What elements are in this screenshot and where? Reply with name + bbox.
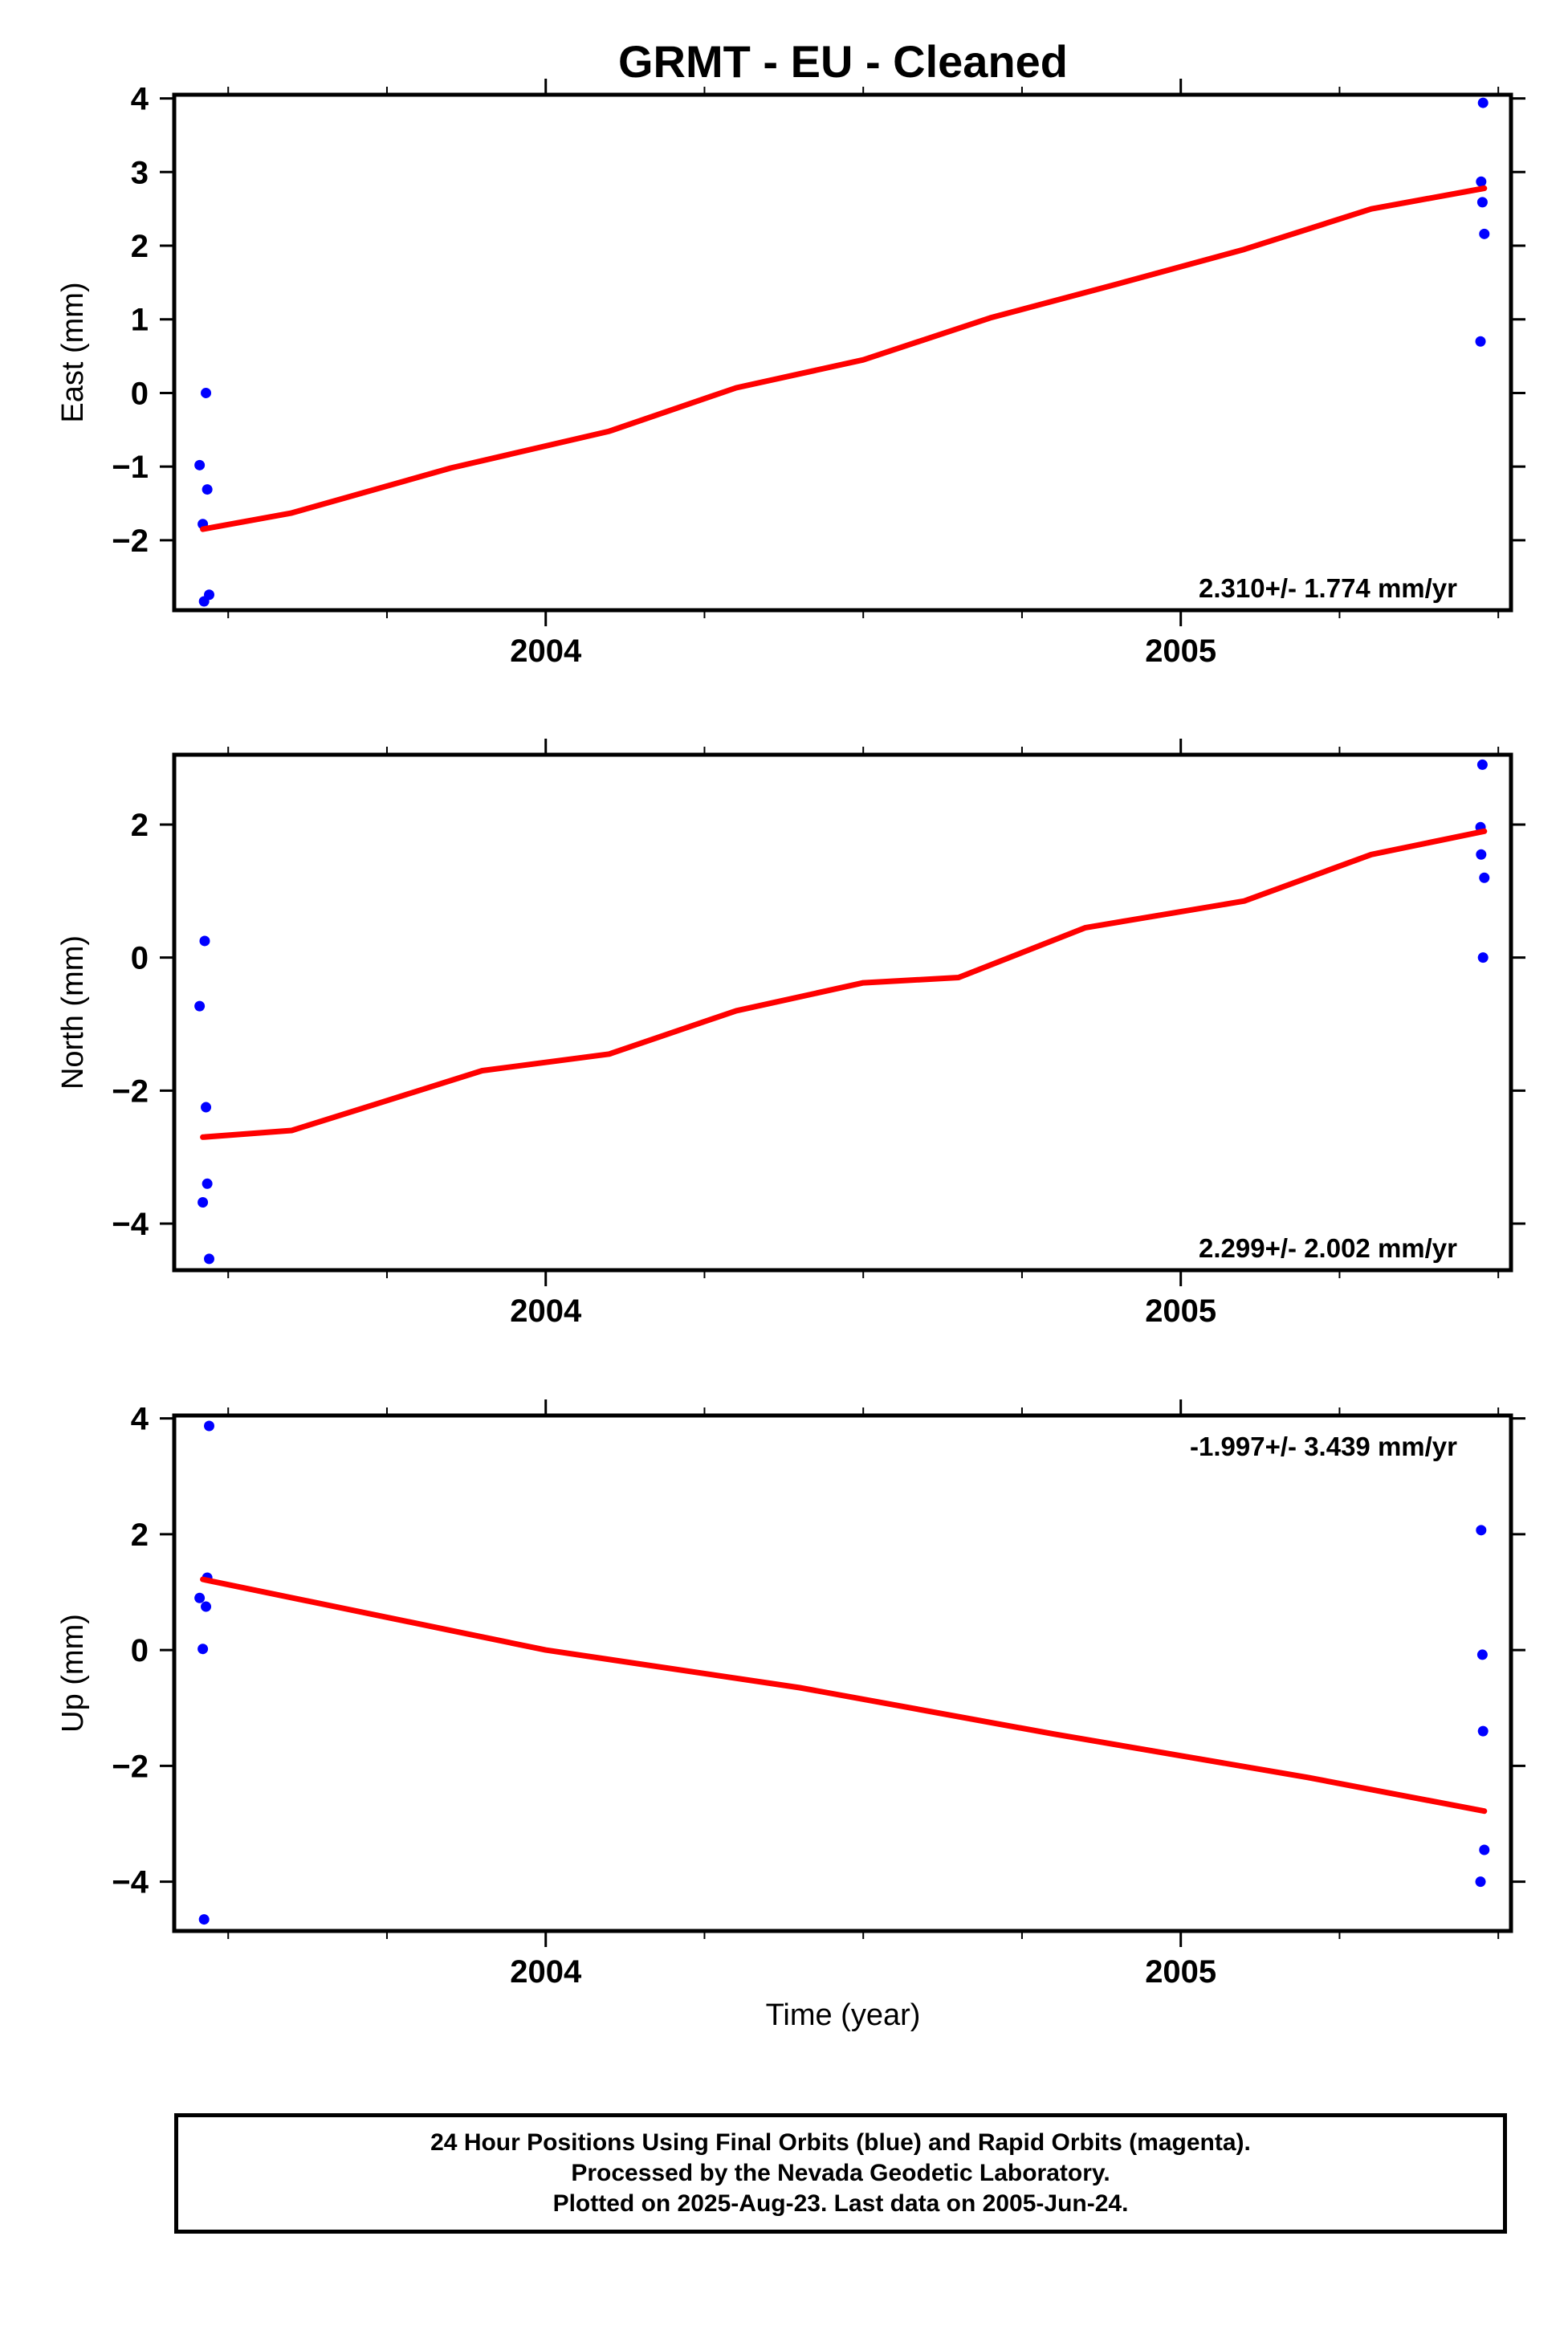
trend-line-north (200, 828, 1488, 1140)
y-tick-label: −1 (112, 450, 149, 485)
data-point-east (1475, 336, 1486, 347)
data-point-up (204, 1420, 215, 1432)
y-tick-label: 4 (131, 1402, 149, 1437)
data-point-east (201, 387, 212, 398)
y-tick-label: −2 (112, 1073, 149, 1109)
y-axis-label: Up (mm) (56, 1614, 90, 1733)
y-tick-label: −2 (112, 1749, 149, 1784)
data-point-up (198, 1914, 210, 1925)
data-point-north (204, 1253, 215, 1265)
y-axis-label: North (mm) (56, 935, 90, 1090)
data-point-east (1479, 228, 1490, 239)
chart-title: GRMT - EU - Cleaned (618, 36, 1068, 87)
x-tick-label: 2005 (1145, 633, 1216, 669)
y-axis-label: East (mm) (56, 282, 90, 422)
y-tick-label: 4 (131, 82, 149, 117)
data-point-up (1476, 1649, 1488, 1660)
y-tick-label: 0 (131, 1633, 149, 1668)
trend-line-up (200, 1576, 1488, 1815)
data-point-up (1477, 1725, 1489, 1737)
plot-frame-east (172, 92, 1513, 613)
data-point-north (198, 1197, 209, 1208)
footer-box: 24 Hour Positions Using Final Orbits (bl… (174, 2113, 1507, 2234)
panel-north: 2004 2005 2 0 −2 −4 North (mm) 2.299+/- 2.002 m… (56, 739, 1525, 1329)
x-axis-label: Time (year) (766, 1998, 921, 2032)
footer-line-3: Plotted on 2025-Aug-23. Last data on 200… (552, 2190, 1129, 2217)
data-point-north (1476, 759, 1488, 770)
plot-frame-north (172, 752, 1513, 1273)
data-point-east (194, 459, 206, 470)
x-tick-label: 2004 (510, 1954, 582, 1990)
rate-label: 2.310+/- 1.774 mm/yr (1199, 573, 1457, 603)
y-tick-label: −4 (112, 1207, 149, 1242)
footer-line-2: Processed by the Nevada Geodetic Laborat… (571, 2160, 1110, 2186)
y-tick-label: 2 (131, 1517, 149, 1553)
x-tick-label: 2004 (510, 1293, 582, 1329)
data-point-north (1479, 872, 1490, 883)
data-point-east (202, 484, 213, 495)
data-point-east (1477, 97, 1489, 108)
data-point-north (1477, 952, 1489, 963)
y-tick-label: 3 (131, 155, 149, 190)
data-point-east (1476, 197, 1488, 208)
data-point-up (201, 1601, 212, 1612)
y-tick-label: −4 (112, 1865, 149, 1900)
data-point-up (198, 1644, 209, 1655)
data-point-north (194, 1000, 206, 1012)
x-tick-label: 2005 (1145, 1293, 1216, 1329)
y-tick-label: 2 (131, 229, 149, 264)
y-tick-label: 0 (131, 376, 149, 411)
footer-line-1: 24 Hour Positions Using Final Orbits (bl… (430, 2129, 1251, 2156)
panel-east: 2004 2005 4 3 2 1 0 −1 −2 East (mm) 2.310+/- 1.774… (56, 79, 1525, 669)
trend-line-east (200, 185, 1488, 532)
y-tick-label: −2 (112, 523, 149, 559)
data-point-up (194, 1592, 206, 1603)
data-point-north (201, 1102, 212, 1113)
x-tick-label: 2004 (510, 633, 582, 669)
data-point-north (202, 1178, 213, 1189)
data-point-north (1476, 849, 1487, 860)
panel-up: 2004 2005 4 2 0 −2 −4 Up (mm) -1.997+/- 3.439 mm… (56, 1399, 1525, 1990)
data-point-east (204, 589, 215, 601)
rate-label: -1.997+/- 3.439 mm/yr (1190, 1432, 1457, 1461)
data-point-up (1476, 1525, 1487, 1536)
rate-label: 2.299+/- 2.002 mm/yr (1199, 1233, 1457, 1263)
data-point-north (199, 935, 210, 947)
y-tick-label: 1 (131, 303, 149, 338)
plot-frame-up (172, 1413, 1513, 1933)
data-point-east (1476, 176, 1487, 187)
y-tick-label: 0 (131, 941, 149, 976)
data-point-up (1479, 1844, 1490, 1855)
data-point-up (1475, 1876, 1486, 1888)
y-tick-label: 2 (131, 808, 149, 843)
x-tick-label: 2005 (1145, 1954, 1216, 1990)
